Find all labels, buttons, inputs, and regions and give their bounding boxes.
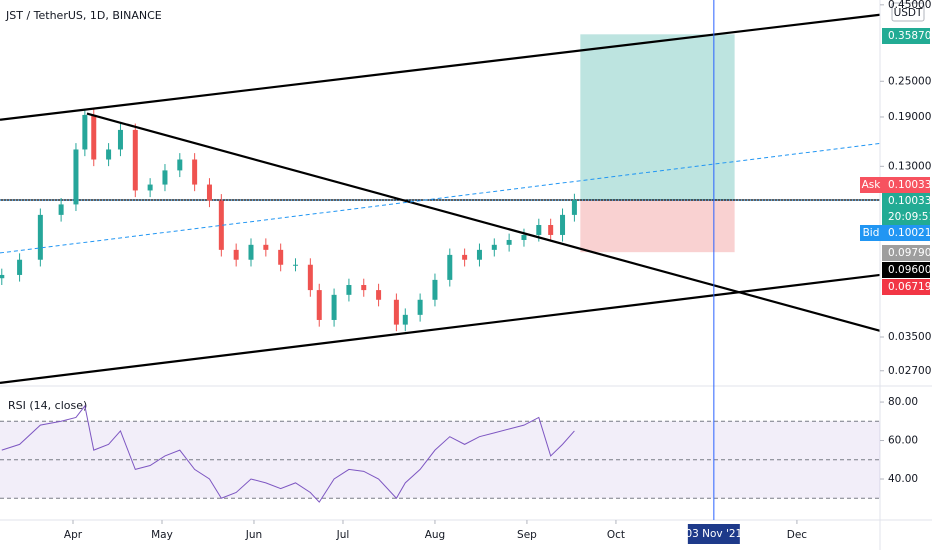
- y-tick-label: 0.19000: [888, 111, 931, 123]
- countdown-box: [882, 209, 930, 225]
- candle-body: [536, 225, 542, 235]
- x-tick-label: Apr: [64, 529, 83, 541]
- currency: USDT: [894, 7, 923, 19]
- price-badge: [882, 245, 930, 261]
- candle-body: [82, 114, 88, 150]
- candle-body: [91, 114, 97, 160]
- x-tick-label: Oct: [607, 529, 625, 541]
- candle-body: [162, 170, 168, 185]
- crosshair-label: 03 Nov '21: [685, 528, 742, 540]
- candle-body: [331, 294, 337, 320]
- candle-body: [307, 264, 313, 291]
- rsi-tick-label: 40.00: [888, 473, 918, 485]
- price-badge-label: 0.10033: [888, 179, 931, 191]
- candle-body: [417, 299, 423, 315]
- trendline: [86, 112, 881, 332]
- trendline: [0, 273, 881, 384]
- y-tick-label: 0.03500: [888, 331, 931, 343]
- rsi-tick-label: 60.00: [888, 435, 918, 447]
- price-badge-label: 0.06719: [888, 281, 931, 293]
- price-tag-box: [860, 225, 882, 241]
- price-badge: [882, 279, 930, 295]
- price-badge: [882, 193, 930, 209]
- rsi-line: [1, 404, 575, 503]
- rsi-band: [0, 421, 880, 499]
- candle-body: [263, 244, 269, 250]
- x-tick-label: Sep: [517, 529, 537, 541]
- candle-body: [192, 159, 198, 185]
- candle-body: [376, 290, 382, 300]
- loss-zone: [580, 200, 735, 253]
- candle-body: [206, 184, 212, 201]
- trendline: [0, 142, 881, 254]
- crosshair-badge: [687, 524, 740, 544]
- rsi-tick-label: 80.00: [888, 396, 918, 408]
- price-tag: Bid: [863, 227, 880, 239]
- trendline: [0, 13, 881, 121]
- price-badge: [882, 177, 930, 193]
- candle-body: [491, 244, 497, 250]
- chart-title: JST / TetherUS, 1D, BINANCE: [5, 9, 162, 22]
- price-tag: Ask: [862, 179, 882, 191]
- candle-body: [361, 285, 367, 291]
- candle-body: [462, 254, 468, 260]
- candle-body: [106, 149, 112, 160]
- candle-body: [117, 129, 123, 150]
- y-tick-label: 0.13000: [888, 160, 931, 172]
- countdown: 20:09:51: [888, 211, 932, 223]
- candle-body: [248, 244, 254, 260]
- price-badge-label: 0.09600: [888, 264, 931, 276]
- candle-body: [506, 239, 512, 245]
- candle-body: [233, 249, 239, 260]
- candle-body: [17, 259, 23, 275]
- candle-body: [560, 214, 566, 235]
- x-tick-label: May: [151, 529, 173, 541]
- candle-body: [37, 214, 43, 260]
- candle-body: [548, 225, 554, 235]
- x-tick-label: Jun: [245, 529, 262, 541]
- y-tick-label: 0.25000: [888, 75, 931, 87]
- price-badge: [882, 225, 930, 241]
- candle-body: [521, 234, 527, 240]
- x-tick-label: Dec: [787, 529, 808, 541]
- x-tick-label: Jul: [336, 529, 350, 541]
- profit-zone: [580, 34, 735, 201]
- rsi-title: RSI (14, close): [8, 399, 87, 412]
- price-badge-label: 0.10021: [888, 227, 931, 239]
- candle-body: [0, 274, 5, 279]
- candle-body: [346, 285, 352, 295]
- candle-body: [571, 200, 577, 215]
- candle-body: [402, 314, 408, 325]
- candle-body: [476, 249, 482, 260]
- candle-body: [447, 254, 453, 280]
- candle-body: [58, 204, 64, 215]
- price-badge-label: 0.10033: [888, 195, 931, 207]
- candle-body: [132, 129, 138, 191]
- price-badge-label: 0.09790: [888, 247, 931, 259]
- candle-body: [393, 299, 399, 325]
- y-tick-label: 0.02700: [888, 365, 931, 377]
- price-badge: [882, 262, 930, 278]
- y-tick-label: 0.45000: [888, 0, 931, 11]
- price-badge-label: 0.35870: [888, 30, 931, 42]
- candle-body: [177, 159, 183, 171]
- price-badge: [882, 28, 930, 44]
- candle-body: [432, 279, 438, 300]
- candle-body: [293, 264, 299, 266]
- price-tag-box: [860, 177, 882, 193]
- candle-body: [218, 200, 224, 250]
- candle-body: [73, 149, 79, 205]
- candle-body: [147, 184, 153, 191]
- x-tick-label: Aug: [425, 529, 446, 541]
- currency-box[interactable]: [891, 2, 925, 22]
- plot-area: [0, 13, 881, 384]
- candle-body: [316, 290, 322, 320]
- candle-body: [278, 249, 284, 265]
